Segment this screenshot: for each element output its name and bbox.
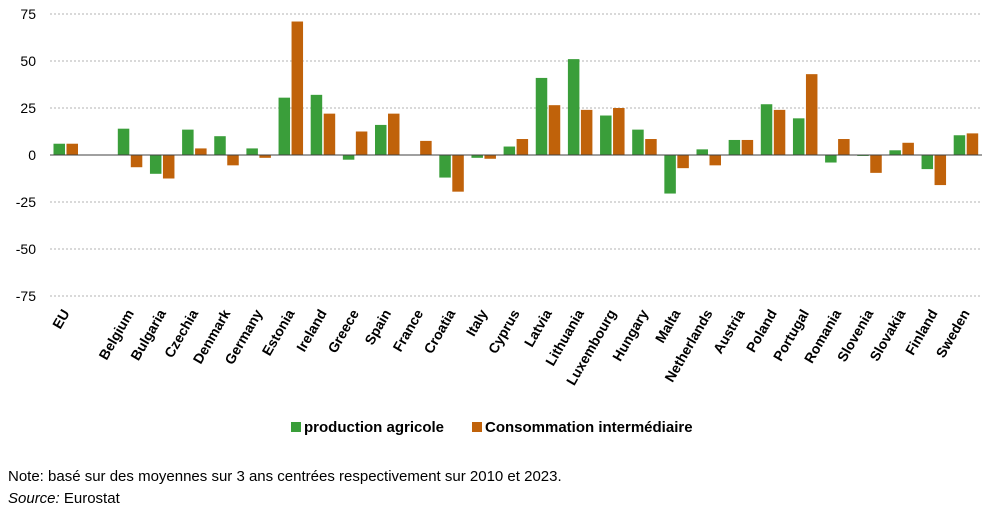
bar-production (889, 150, 901, 155)
bar-consommation (966, 133, 979, 155)
legend-label-0: production agricole (304, 419, 444, 436)
bar-production (214, 136, 226, 155)
bar-production (182, 129, 194, 155)
x-tick-label: Cyprus (485, 306, 523, 356)
x-tick-label: Austria (710, 306, 748, 356)
bar-production (375, 124, 387, 155)
bar-consommation (902, 142, 914, 155)
x-tick-label: Greece (324, 306, 362, 355)
legend-swatch-1 (472, 422, 482, 432)
bar-consommation (162, 155, 175, 179)
bar-production (246, 148, 258, 155)
y-tick-label: 0 (28, 147, 36, 163)
footnote-source: Source: Eurostat (8, 490, 120, 508)
bar-production (825, 155, 837, 163)
y-tick-label: -75 (16, 288, 36, 304)
x-tick-label: Italy (463, 306, 491, 338)
bar-consommation (130, 155, 143, 168)
bar-production (953, 135, 966, 155)
bar-production (792, 118, 805, 155)
bar-production (439, 155, 451, 178)
bar-production (53, 143, 65, 155)
bar-production (342, 155, 355, 160)
bar-production (664, 155, 676, 194)
bar-consommation (838, 139, 850, 155)
bar-consommation (388, 113, 400, 155)
bar-consommation (355, 131, 368, 155)
x-tick-label: Spain (361, 307, 394, 348)
bar-production (535, 77, 548, 155)
source-text: Eurostat (59, 490, 120, 507)
bar-consommation (66, 143, 78, 155)
bar-consommation (773, 109, 786, 155)
bar-consommation (677, 155, 689, 169)
source-label: Source: (8, 490, 60, 507)
x-tick-label: Latvia (521, 306, 555, 349)
bar-consommation (709, 155, 721, 166)
bar-production (921, 155, 934, 170)
legend-label-1: Consommation intermédiaire (485, 419, 693, 436)
bar-consommation (516, 139, 529, 155)
x-tick-label: Croatia (420, 306, 458, 356)
bar-production (117, 128, 130, 155)
bar-production (278, 97, 291, 155)
bar-consommation (259, 155, 271, 158)
bar-consommation (323, 113, 336, 155)
bar-consommation (934, 155, 947, 186)
bar-consommation (484, 155, 496, 159)
bar-production (696, 149, 708, 155)
bar-consommation (420, 140, 432, 155)
bar-consommation (741, 139, 754, 155)
bar-consommation (645, 139, 657, 155)
bar-consommation (195, 148, 207, 155)
bar-consommation (613, 108, 625, 155)
bar-production (600, 115, 612, 155)
bar-consommation (291, 21, 304, 155)
bar-production (632, 129, 644, 155)
bar-consommation (580, 109, 593, 155)
bar-production (310, 94, 323, 155)
bar-production (728, 139, 741, 155)
y-tick-label: -25 (16, 194, 36, 210)
bar-production (567, 59, 580, 156)
bar-production (760, 104, 773, 155)
y-tick-label: 75 (20, 6, 36, 22)
x-tick-label: EU (49, 307, 73, 332)
bar-production (471, 155, 483, 158)
bar-consommation (805, 74, 818, 155)
bar-consommation (548, 105, 561, 155)
bar-production (149, 155, 162, 174)
bar-consommation (227, 155, 239, 166)
y-tick-label: 25 (20, 100, 36, 116)
x-tick-label: Malta (652, 306, 684, 345)
bar-consommation (452, 155, 464, 192)
y-tick-label: 50 (20, 53, 36, 69)
footnote-note: Note: basé sur des moyennes sur 3 ans ce… (8, 468, 562, 485)
y-tick-label: -50 (16, 241, 36, 257)
legend-swatch-0 (291, 422, 301, 432)
bar-consommation (870, 155, 882, 173)
bar-production (503, 146, 516, 155)
